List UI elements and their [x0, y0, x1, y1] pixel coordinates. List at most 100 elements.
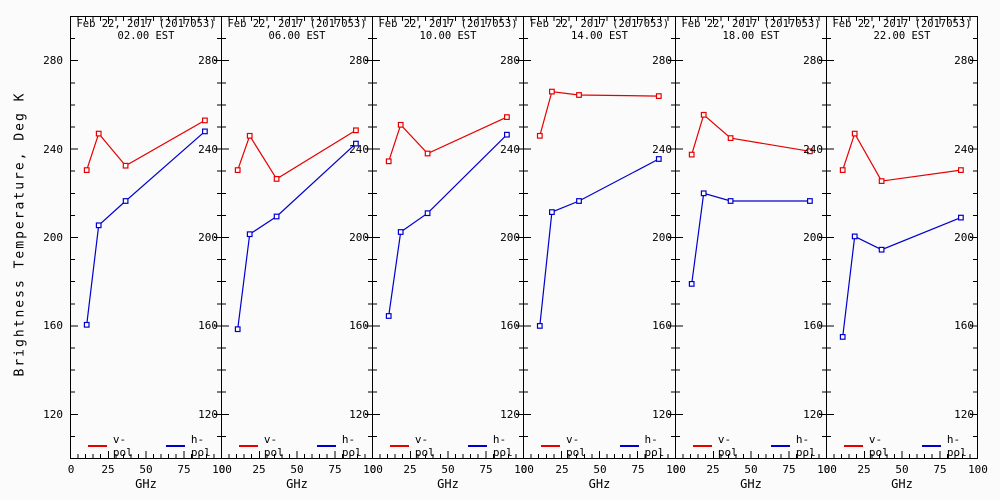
- y-tick-label: 240: [500, 143, 520, 156]
- y-tick-label: 200: [198, 231, 218, 244]
- x-tick-label: 100: [968, 463, 988, 476]
- chart-panel-2: Feb 22, 2017 (2017053) 06.00 EST 280 240 200…: [219, 16, 383, 491]
- plot-area: [221, 16, 373, 459]
- x-tick-label: 50: [139, 463, 153, 476]
- legend: v-pol h-pol: [826, 433, 978, 459]
- plot-area: [372, 16, 524, 459]
- x-tick-label: 25: [555, 463, 569, 476]
- legend-hpol-swatch: [771, 445, 790, 447]
- y-tick-label: 240: [652, 143, 672, 156]
- legend-vpol-swatch: [541, 445, 561, 447]
- legend-vpol-label: v-pol: [263, 433, 284, 459]
- y-tick-label: 240: [954, 143, 974, 156]
- x-tick-label: 75: [328, 463, 342, 476]
- x-tick-label: 0: [369, 463, 377, 476]
- y-tick-label: 200: [803, 231, 823, 244]
- y-tick-label: 240: [198, 143, 218, 156]
- x-axis-unit-label: GHz: [588, 477, 611, 491]
- x-axis-unit-label: GHz: [286, 477, 308, 491]
- chart-panel-4: Feb 22, 2017 (2017053) 14.00 EST 280 240 200…: [521, 16, 686, 491]
- x-tick-label: 75: [782, 463, 796, 476]
- y-tick-label: 240: [803, 143, 823, 156]
- panel-title-date: Feb 22, 2017 (2017053): [378, 18, 518, 30]
- x-tick-label: 25: [706, 463, 720, 476]
- legend: v-pol h-pol: [372, 433, 524, 459]
- legend-hpol-label: h-pol: [492, 433, 513, 459]
- legend-hpol-swatch: [468, 445, 487, 447]
- y-tick-label: 120: [198, 408, 218, 421]
- y-tick-label: 160: [43, 319, 63, 332]
- y-tick-label: 160: [954, 319, 974, 332]
- chart-panel-6: Feb 22, 2017 (2017053) 22.00 EST 280 240 200…: [824, 16, 988, 491]
- legend: v-pol h-pol: [523, 433, 676, 459]
- legend-vpol-swatch: [693, 445, 712, 447]
- y-tick-label: 160: [803, 319, 823, 332]
- x-tick-label: 75: [479, 463, 493, 476]
- y-tick-label: 200: [43, 231, 63, 244]
- panel-title-date: Feb 22, 2017 (2017053): [529, 18, 670, 30]
- y-tick-label: 120: [500, 408, 520, 421]
- legend-hpol-label: h-pol: [946, 433, 967, 459]
- x-tick-label: 75: [933, 463, 947, 476]
- panel-title-date: Feb 22, 2017 (2017053): [681, 18, 821, 30]
- x-tick-label: 25: [101, 463, 115, 476]
- chart-panel-5: Feb 22, 2017 (2017053) 18.00 EST 280 240 200…: [673, 16, 837, 491]
- panel-title-time: 22.00 EST: [873, 30, 931, 42]
- legend: v-pol h-pol: [70, 433, 222, 459]
- legend: v-pol h-pol: [675, 433, 827, 459]
- legend-hpol-swatch: [922, 445, 941, 447]
- panel-title-date: Feb 22, 2017 (2017053): [76, 18, 216, 30]
- y-tick-label: 280: [198, 54, 218, 67]
- x-tick-label: 25: [403, 463, 417, 476]
- y-tick-label: 200: [349, 231, 369, 244]
- legend-vpol-label: v-pol: [414, 433, 435, 459]
- x-tick-label: 0: [218, 463, 226, 476]
- x-tick-label: 100: [212, 463, 232, 476]
- x-tick-label: 100: [363, 463, 383, 476]
- y-tick-label: 160: [500, 319, 520, 332]
- x-tick-label: 0: [520, 463, 528, 476]
- x-axis-unit-label: GHz: [437, 477, 459, 491]
- x-tick-label: 75: [177, 463, 191, 476]
- x-tick-label: 50: [441, 463, 455, 476]
- panel-title-date: Feb 22, 2017 (2017053): [832, 18, 972, 30]
- x-tick-label: 25: [857, 463, 871, 476]
- y-tick-label: 160: [349, 319, 369, 332]
- legend-vpol-swatch: [844, 445, 863, 447]
- x-tick-label: 100: [514, 463, 534, 476]
- y-tick-label: 120: [803, 408, 823, 421]
- panel-title-time: 18.00 EST: [722, 30, 780, 42]
- legend-hpol-swatch: [619, 445, 639, 447]
- x-axis-unit-label: GHz: [740, 477, 762, 491]
- y-tick-label: 200: [954, 231, 974, 244]
- x-tick-label: 50: [593, 463, 607, 476]
- legend-hpol-swatch: [317, 445, 336, 447]
- legend-hpol-label: h-pol: [644, 433, 665, 459]
- x-tick-label: 75: [631, 463, 645, 476]
- legend-vpol-swatch: [88, 445, 107, 447]
- x-axis-unit-label: GHz: [135, 477, 157, 491]
- y-tick-label: 120: [954, 408, 974, 421]
- y-tick-label: 160: [652, 319, 672, 332]
- x-tick-label: 0: [67, 463, 75, 476]
- y-tick-label: 280: [652, 54, 672, 67]
- panel-title-time: 06.00 EST: [268, 30, 326, 42]
- x-tick-label: 0: [672, 463, 680, 476]
- y-tick-label: 280: [349, 54, 369, 67]
- legend: v-pol h-pol: [221, 433, 373, 459]
- chart-panel-1: Feb 22, 2017 (2017053) 02.00 EST 280 240 200…: [68, 16, 232, 491]
- legend-hpol-label: h-pol: [190, 433, 211, 459]
- x-tick-label: 100: [666, 463, 686, 476]
- panel-title-date: Feb 22, 2017 (2017053): [227, 18, 367, 30]
- legend-hpol-swatch: [166, 445, 185, 447]
- y-tick-label: 280: [500, 54, 520, 67]
- y-tick-label: 200: [652, 231, 672, 244]
- x-axis-unit-label: GHz: [891, 477, 913, 491]
- legend-vpol-label: v-pol: [717, 433, 738, 459]
- y-tick-label: 240: [349, 143, 369, 156]
- legend-vpol-label: v-pol: [566, 433, 586, 459]
- panel-title-time: 10.00 EST: [419, 30, 477, 42]
- panel-title-time: 14.00 EST: [571, 30, 628, 42]
- y-tick-label: 280: [43, 54, 63, 67]
